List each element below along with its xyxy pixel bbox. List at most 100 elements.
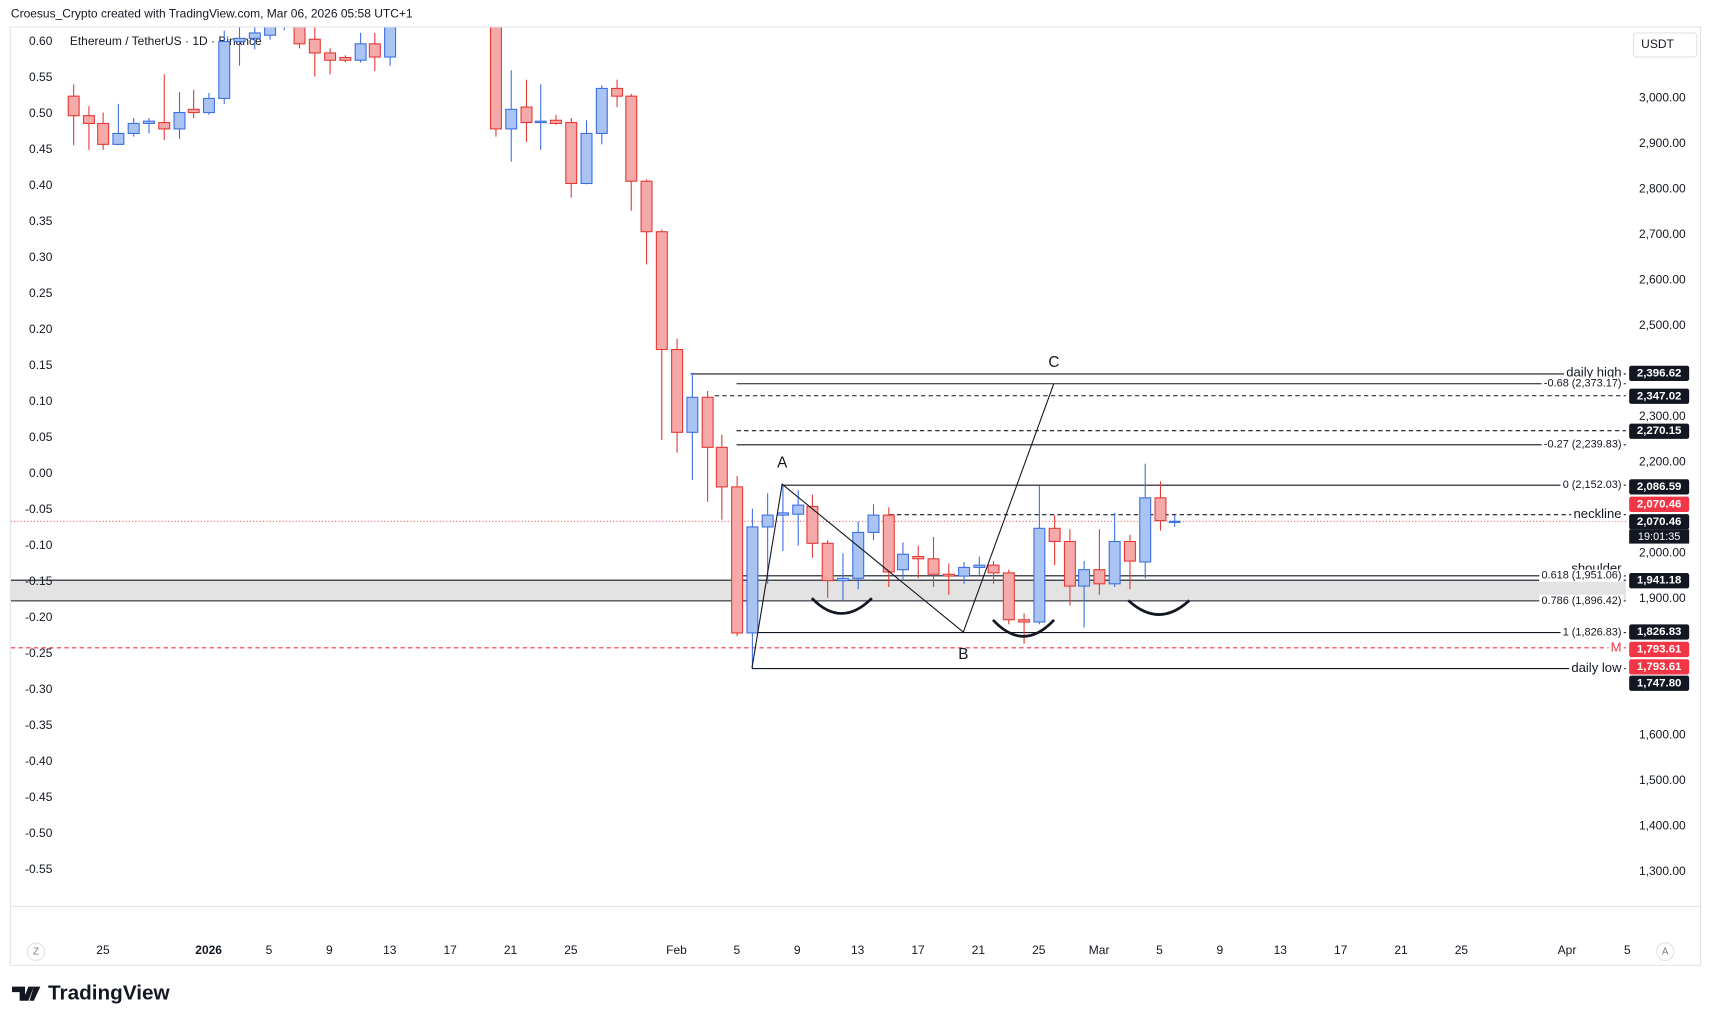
currency-label: USDT xyxy=(1641,37,1674,51)
plot-area xyxy=(10,27,1626,670)
level-label: 0 (2,152.03) xyxy=(1563,479,1622,491)
candle-body xyxy=(731,486,744,634)
x-tick-label: 9 xyxy=(1217,943,1224,957)
x-tick-label: 5 xyxy=(734,943,741,957)
y2-tick-label: -0.05 xyxy=(25,502,53,516)
candle-body xyxy=(339,56,352,61)
candle-body xyxy=(852,531,865,579)
candle-body xyxy=(1139,497,1152,563)
y2-tick-label: 0.00 xyxy=(29,466,53,480)
candle-body xyxy=(384,27,397,58)
currency-button[interactable] xyxy=(1632,32,1698,58)
candle-body xyxy=(264,27,277,36)
candle-body xyxy=(324,52,337,61)
candle-body xyxy=(354,43,367,61)
auto-button[interactable] xyxy=(1655,942,1675,961)
candle-body xyxy=(1093,569,1106,585)
x-tick-label: 21 xyxy=(972,943,986,957)
candle-body xyxy=(158,121,171,130)
y-tick-label: 1,400.00 xyxy=(1639,818,1686,832)
x-tick-label: 13 xyxy=(1274,943,1288,957)
candle-body xyxy=(595,87,608,134)
level-label-bg xyxy=(1541,438,1624,451)
y-tick-label: 2,500.00 xyxy=(1639,318,1686,332)
price-label-box xyxy=(1629,496,1690,512)
y-tick-label: 2,300.00 xyxy=(1639,409,1686,423)
x-tick-label: 25 xyxy=(96,943,110,957)
level-label: -0.27 (2,239.83) xyxy=(1544,439,1622,451)
candle-body xyxy=(1123,540,1136,562)
level-label: 0.786 (1,896.42) xyxy=(1541,595,1621,607)
level-label: neckline xyxy=(1574,506,1622,521)
candle-body xyxy=(112,132,125,145)
level-label: -0.68 (2,373.17) xyxy=(1544,378,1622,390)
candle-body xyxy=(640,180,653,233)
countdown-box xyxy=(1629,529,1690,544)
y2-tick-label: -0.30 xyxy=(25,682,53,696)
candle-body xyxy=(127,122,140,134)
logo-text: TradingView xyxy=(48,982,171,1005)
y2-tick-label: 0.30 xyxy=(29,250,53,264)
candle-body xyxy=(792,504,805,515)
x-tick-label: 21 xyxy=(1394,943,1408,957)
candle-body xyxy=(293,27,306,45)
price-label-box xyxy=(1629,479,1690,495)
y2-tick-label: -0.35 xyxy=(25,718,53,732)
candle-body xyxy=(173,111,186,130)
candle-body xyxy=(534,120,547,124)
price-label-box xyxy=(1629,624,1690,640)
price-label: 2,396.62 xyxy=(1637,367,1682,379)
y2-tick-label: -0.50 xyxy=(25,826,53,840)
y2-tick-label: -0.10 xyxy=(25,538,53,552)
level-label: daily high xyxy=(1566,364,1621,379)
y2-tick-label: 0.60 xyxy=(29,34,53,48)
candle-body xyxy=(1033,527,1046,623)
candle-body xyxy=(97,122,110,145)
level-label-bg xyxy=(1539,569,1624,582)
candle-body xyxy=(248,32,261,39)
zone xyxy=(10,580,1626,601)
level-label-bg xyxy=(1564,364,1624,380)
pattern-line xyxy=(751,383,1055,669)
candle-body xyxy=(715,446,728,488)
candle-body xyxy=(912,555,925,560)
candle-body xyxy=(942,573,955,577)
level-label: M xyxy=(1611,639,1622,654)
x-tick-label: 21 xyxy=(504,943,518,957)
price-label-box xyxy=(1629,388,1690,404)
candle-body xyxy=(82,115,95,124)
x-tick-label: 5 xyxy=(266,943,273,957)
price-label-box xyxy=(1629,514,1690,530)
x-tick-label: 17 xyxy=(1334,943,1348,957)
level-label-bg xyxy=(1560,626,1624,639)
attribution: Croesus_Crypto created with TradingView.… xyxy=(11,7,413,21)
x-tick-label: 9 xyxy=(326,943,333,957)
candle-body xyxy=(806,505,819,544)
candle-body xyxy=(896,553,909,571)
candle-body xyxy=(549,119,562,124)
y2-tick-label: 0.05 xyxy=(29,430,53,444)
candle-body xyxy=(580,132,593,185)
candle-body xyxy=(882,514,895,573)
candle-body xyxy=(565,121,578,185)
y-tick-label: 2,000.00 xyxy=(1639,546,1686,560)
candle-body xyxy=(611,87,624,97)
y-tick-label: 2,700.00 xyxy=(1639,227,1686,241)
price-label-box xyxy=(1629,573,1690,589)
y2-tick-label: 0.15 xyxy=(29,358,53,372)
auto-button-label: A xyxy=(1662,946,1669,957)
candle-body xyxy=(1154,497,1167,522)
x-tick-label: 25 xyxy=(564,943,578,957)
scale-button[interactable] xyxy=(26,942,46,961)
y2-tick-label: 0.10 xyxy=(29,394,53,408)
x-tick-label: Feb xyxy=(666,943,687,957)
x-tick-label: Mar xyxy=(1089,943,1110,957)
candle-body xyxy=(867,514,880,533)
candle-body xyxy=(987,564,1000,574)
chart-frame xyxy=(9,26,1702,966)
price-label: 1,793.61 xyxy=(1637,643,1682,655)
price-label: 1,793.61 xyxy=(1637,661,1682,673)
candle-body xyxy=(1018,619,1031,623)
